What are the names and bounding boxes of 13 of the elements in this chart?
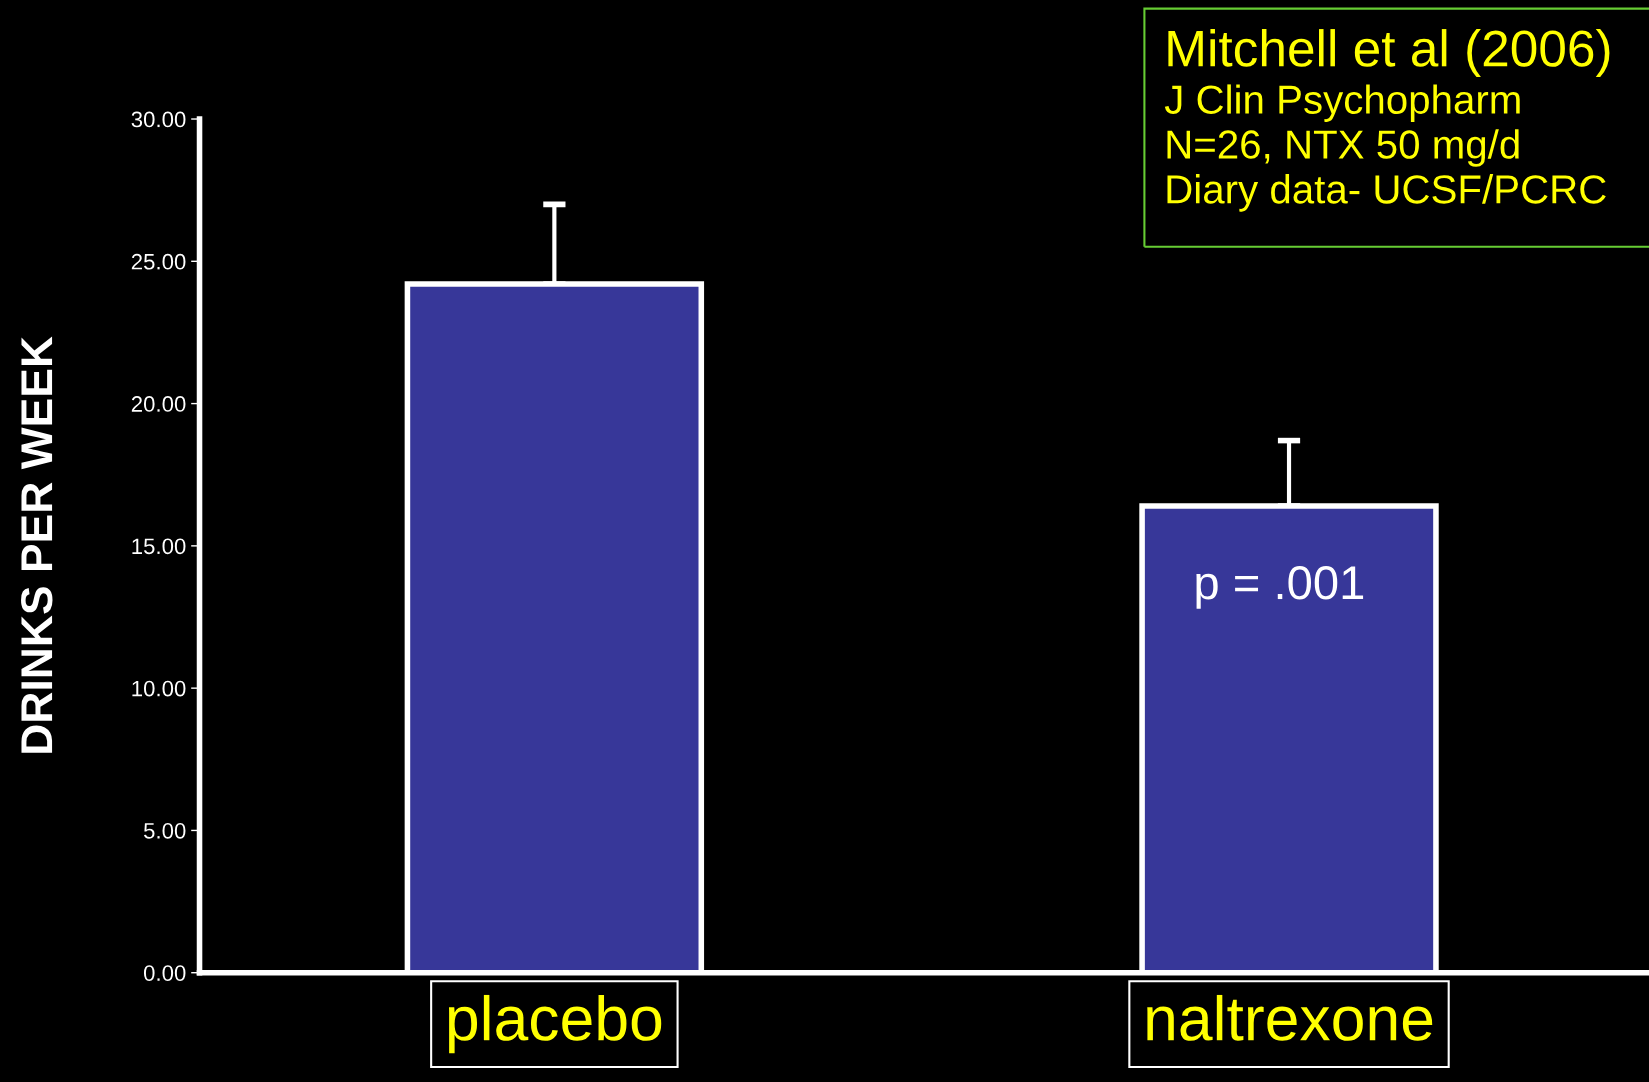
- y-axis-title: DRINKS PER WEEK: [21, 336, 53, 753]
- y-tick-label: 25.00: [131, 253, 186, 270]
- y-tick-label: 0.00: [143, 965, 186, 981]
- y-tick-label: 5.00: [143, 822, 186, 839]
- chart-title: Mitchell et al (2006): [1168, 29, 1610, 77]
- x-tick-label: placebo: [448, 994, 662, 1054]
- y-tick-label: 20.00: [131, 396, 186, 412]
- y-tick-label: 15.00: [132, 538, 186, 555]
- y-tick-label: 30.00: [131, 111, 186, 128]
- chart-subtitle: J Clin Psychopharm N=26, NTX 50 mg/d Diary data- UCSF/PCRC: [1164, 84, 1606, 212]
- y-tick-label: 10.00: [132, 680, 186, 697]
- x-tick-label: naltrexone: [1147, 994, 1433, 1041]
- annotation: p = .001: [1196, 566, 1364, 609]
